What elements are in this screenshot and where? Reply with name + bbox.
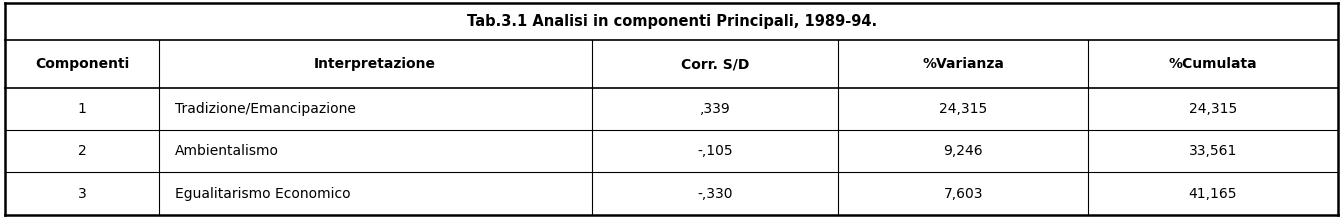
Text: Ambientalismo: Ambientalismo <box>174 144 279 158</box>
Text: 2: 2 <box>78 144 86 158</box>
Text: Componenti: Componenti <box>35 57 129 71</box>
Text: %Varianza: %Varianza <box>922 57 1004 71</box>
Text: -,330: -,330 <box>698 187 733 201</box>
Text: 1: 1 <box>78 102 86 116</box>
Text: 24,315: 24,315 <box>939 102 988 116</box>
Text: -,105: -,105 <box>696 144 733 158</box>
Text: 24,315: 24,315 <box>1189 102 1237 116</box>
Text: 33,561: 33,561 <box>1189 144 1237 158</box>
Text: Corr. S/D: Corr. S/D <box>680 57 749 71</box>
Text: Interpretazione: Interpretazione <box>314 57 436 71</box>
Text: ,339: ,339 <box>699 102 730 116</box>
Text: 7,603: 7,603 <box>943 187 982 201</box>
Text: 3: 3 <box>78 187 86 201</box>
Text: %Cumulata: %Cumulata <box>1169 57 1257 71</box>
Text: 9,246: 9,246 <box>943 144 982 158</box>
Text: 41,165: 41,165 <box>1189 187 1237 201</box>
Text: Tradizione/Emancipazione: Tradizione/Emancipazione <box>174 102 356 116</box>
Text: Tab.3.1 Analisi in componenti Principali, 1989-94.: Tab.3.1 Analisi in componenti Principali… <box>467 14 876 29</box>
Text: Egualitarismo Economico: Egualitarismo Economico <box>174 187 350 201</box>
